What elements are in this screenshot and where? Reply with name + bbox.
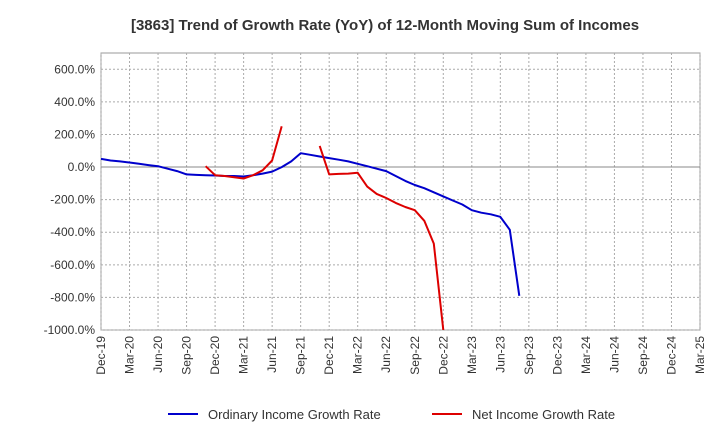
- y-tick-label: -800.0%: [50, 290, 95, 304]
- x-tick-label: Mar-21: [237, 336, 251, 374]
- x-tick-label: Jun-23: [493, 336, 507, 373]
- y-tick-label: -200.0%: [50, 193, 95, 207]
- x-tick-label: Sep-23: [522, 336, 536, 375]
- x-tick-label: Dec-24: [664, 336, 678, 375]
- y-tick-label: -400.0%: [50, 225, 95, 239]
- y-axis-ticks: 600.0% 400.0% 200.0% 0.0% -200.0% -400.0% -600…: [44, 62, 96, 337]
- x-tick-label: Dec-20: [208, 336, 222, 375]
- x-tick-label: Sep-21: [294, 336, 308, 375]
- x-tick-label: Mar-20: [123, 336, 137, 374]
- x-tick-label: Sep-20: [180, 336, 194, 375]
- x-tick-label: Sep-24: [636, 336, 650, 375]
- y-tick-label: 600.0%: [54, 62, 95, 76]
- x-tick-label: Jun-22: [379, 336, 393, 373]
- y-tick-label: 200.0%: [54, 127, 95, 141]
- series-line-0: [101, 152, 521, 296]
- y-tick-label: -600.0%: [50, 258, 95, 272]
- x-tick-label: Jun-21: [265, 336, 279, 373]
- x-tick-label: Dec-19: [94, 336, 108, 375]
- y-tick-label: 0.0%: [68, 160, 96, 174]
- series-line-1: [204, 126, 283, 180]
- x-axis-ticks: Dec-19 Mar-20 Jun-20 Sep-20 Dec-20 Mar-21 Jun-…: [94, 336, 707, 375]
- legend-label-0: Ordinary Income Growth Rate: [208, 407, 381, 422]
- x-tick-label: Mar-25: [693, 336, 707, 374]
- x-tick-label: Mar-23: [465, 336, 479, 374]
- legend: Ordinary Income Growth Rate Net Income Gr…: [168, 407, 615, 422]
- x-tick-label: Mar-22: [351, 336, 365, 374]
- x-tick-label: Mar-24: [579, 336, 593, 374]
- y-tick-label: -1000.0%: [44, 323, 96, 337]
- y-tick-label: 400.0%: [54, 95, 95, 109]
- x-tick-label: Sep-22: [408, 336, 422, 375]
- chart-title: [3863] Trend of Growth Rate (YoY) of 12-…: [131, 17, 639, 34]
- x-tick-label: Dec-23: [550, 336, 564, 375]
- x-tick-label: Jun-20: [151, 336, 165, 373]
- x-tick-label: Jun-24: [607, 336, 621, 373]
- series-lines: [101, 126, 521, 330]
- x-tick-label: Dec-22: [436, 336, 450, 375]
- legend-label-1: Net Income Growth Rate: [472, 407, 615, 422]
- plot-area: [100, 52, 701, 331]
- x-tick-label: Dec-21: [322, 336, 336, 375]
- series-line-1: [318, 145, 445, 330]
